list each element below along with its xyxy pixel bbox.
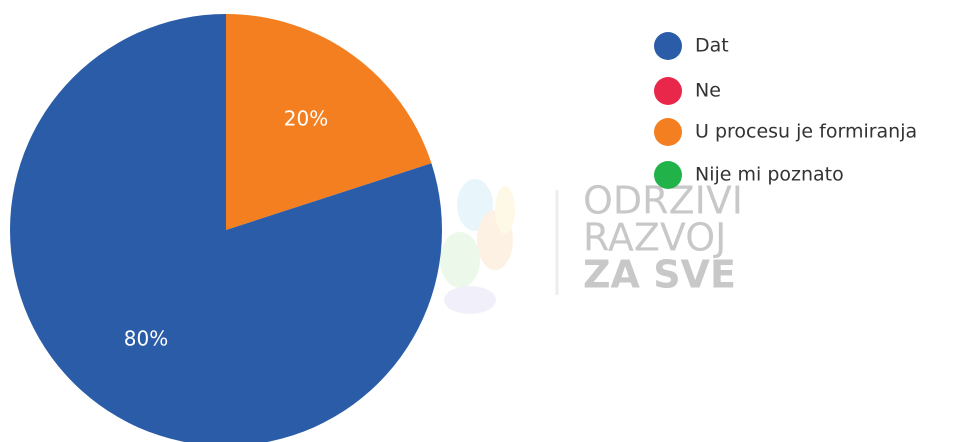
legend-swatch	[654, 118, 682, 146]
legend-label: Ne	[695, 80, 721, 102]
legend-swatch	[654, 77, 682, 105]
watermark-logo	[440, 179, 559, 314]
legend-swatch	[654, 161, 682, 189]
legend-label: U procesu je formiranja	[695, 121, 917, 143]
pie-slice	[226, 14, 432, 230]
pie-slice	[10, 14, 442, 442]
watermark-line: RAZVOJ	[583, 216, 726, 260]
legend-label: Nije mi poznato	[695, 164, 844, 186]
slice-label: 80%	[124, 327, 168, 351]
legend-swatch	[654, 32, 682, 60]
legend-label: Dat	[695, 35, 729, 57]
watermark-line: ZA SVE	[583, 253, 736, 297]
slice-label: 20%	[284, 106, 328, 130]
